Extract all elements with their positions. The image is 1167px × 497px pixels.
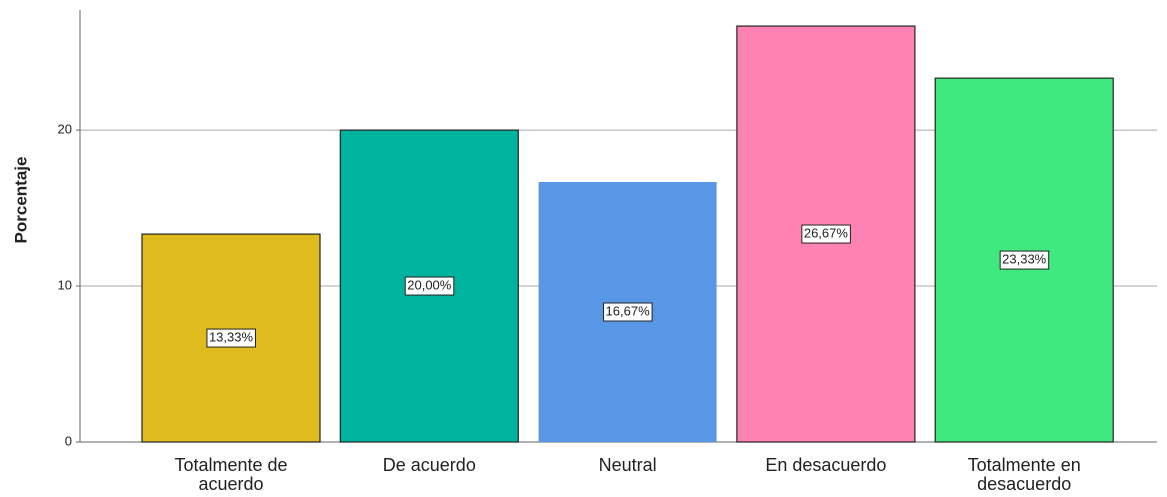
value-label: 26,67% [804,225,849,240]
value-label-box [206,328,256,348]
value-label-box [801,224,851,244]
y-tick-label: 0 [65,433,72,448]
x-tick-label: De acuerdo [382,455,476,475]
y-tick-label: 20 [58,122,72,137]
value-label-box [603,302,653,322]
x-tick-label: Neutral [598,455,657,475]
value-label-box [999,250,1050,270]
y-axis-label: Porcentaje [11,157,30,244]
value-label: 23,33% [1002,252,1047,267]
value-label-box [404,276,455,296]
value-label: 13,33% [209,329,254,344]
x-tick-label: Totalmente de acuerdo [174,455,288,494]
value-label: 16,67% [606,303,651,318]
value-label: 20,00% [407,277,452,292]
x-tick-label: En desacuerdo [765,455,887,475]
x-tick-label: Totalmente en desacuerdo [967,455,1081,494]
y-tick-label: 10 [58,277,72,292]
